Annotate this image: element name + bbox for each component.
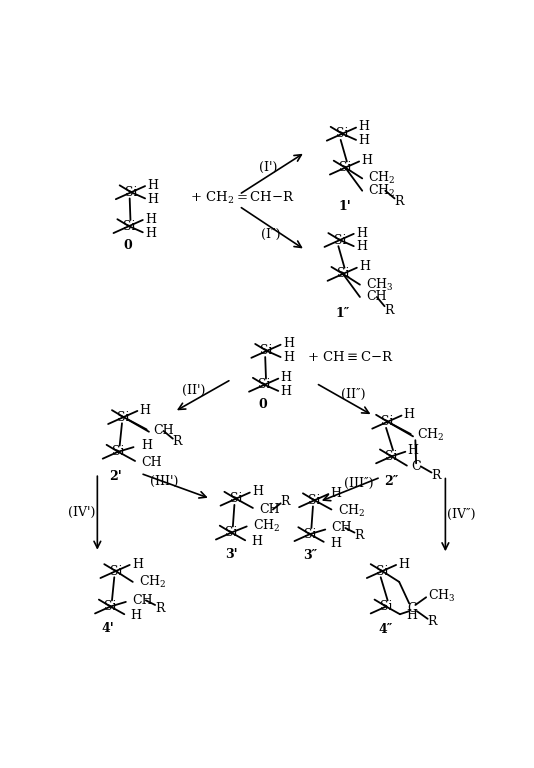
Text: H: H xyxy=(141,439,152,452)
Text: $\mathregular{CH_2}$: $\mathregular{CH_2}$ xyxy=(253,518,280,534)
Text: H: H xyxy=(130,609,142,622)
Text: H: H xyxy=(358,121,370,134)
Text: R: R xyxy=(431,469,441,482)
Text: Si: Si xyxy=(225,526,238,539)
Text: Si: Si xyxy=(112,445,124,458)
Text: Si: Si xyxy=(304,528,316,541)
Text: Si: Si xyxy=(308,494,321,507)
Text: H: H xyxy=(280,372,292,384)
Text: 1': 1' xyxy=(339,200,352,213)
Text: (I″): (I″) xyxy=(261,228,280,241)
Text: H: H xyxy=(252,485,263,498)
Text: CH: CH xyxy=(132,594,153,607)
Text: Si: Si xyxy=(381,415,394,429)
Text: H: H xyxy=(145,213,156,226)
Text: 2″: 2″ xyxy=(384,475,399,488)
Text: H: H xyxy=(356,227,367,240)
Text: 3': 3' xyxy=(225,548,238,561)
Text: R: R xyxy=(280,495,290,508)
Text: CH: CH xyxy=(154,424,174,437)
Text: $\mathregular{+\ CH_2{=}CH{-}R}$: $\mathregular{+\ CH_2{=}CH{-}R}$ xyxy=(190,190,295,207)
Text: (II'): (II') xyxy=(182,384,205,396)
Text: 4″: 4″ xyxy=(379,623,393,636)
Text: 3″: 3″ xyxy=(303,549,317,562)
Text: $\mathregular{CH_3}$: $\mathregular{CH_3}$ xyxy=(428,588,455,604)
Text: H: H xyxy=(283,337,294,350)
Text: (IV″): (IV″) xyxy=(447,508,476,521)
Text: CH: CH xyxy=(141,456,162,469)
Text: (I'): (I') xyxy=(259,161,278,174)
Text: H: H xyxy=(252,535,262,548)
Text: H: H xyxy=(145,227,156,240)
Text: Si: Si xyxy=(337,267,349,280)
Text: Si: Si xyxy=(123,220,135,233)
Text: R: R xyxy=(355,529,364,542)
Text: R: R xyxy=(395,195,404,208)
Text: 4': 4' xyxy=(101,621,114,634)
Text: H: H xyxy=(406,609,417,622)
Text: (IV'): (IV') xyxy=(68,506,96,519)
Text: H: H xyxy=(356,240,367,253)
Text: Si: Si xyxy=(334,233,346,247)
Text: R: R xyxy=(428,615,437,628)
Text: H: H xyxy=(331,487,342,500)
Text: Si: Si xyxy=(109,564,122,578)
Text: $\mathregular{CH_2}$: $\mathregular{CH_2}$ xyxy=(368,183,396,199)
Text: Si: Si xyxy=(125,186,137,199)
Text: CH: CH xyxy=(259,503,280,516)
Text: Si: Si xyxy=(117,411,130,424)
Text: $\mathregular{CH_2}$: $\mathregular{CH_2}$ xyxy=(337,503,365,519)
Text: CH: CH xyxy=(332,521,352,535)
Text: Si: Si xyxy=(261,344,273,357)
Text: H: H xyxy=(147,193,158,206)
Text: 0: 0 xyxy=(258,398,268,411)
Text: Si: Si xyxy=(258,379,271,391)
Text: 2': 2' xyxy=(109,470,121,483)
Text: Si: Si xyxy=(230,492,242,505)
Text: (III″): (III″) xyxy=(344,477,374,490)
Text: CH: CH xyxy=(366,290,387,303)
Text: H: H xyxy=(280,386,292,398)
Text: (II″): (II″) xyxy=(341,388,365,400)
Text: H: H xyxy=(358,134,370,147)
Text: Si: Si xyxy=(380,600,392,613)
Text: H: H xyxy=(359,260,370,273)
Text: Si: Si xyxy=(376,564,389,578)
Text: R: R xyxy=(172,435,182,449)
Text: Si: Si xyxy=(104,600,117,613)
Text: $\mathregular{CH_2}$: $\mathregular{CH_2}$ xyxy=(139,574,166,590)
Text: (III'): (III') xyxy=(150,475,178,488)
Text: H: H xyxy=(147,179,158,192)
Text: H: H xyxy=(398,558,409,571)
Text: Si: Si xyxy=(385,450,398,463)
Text: $\mathregular{CH_2}$: $\mathregular{CH_2}$ xyxy=(368,170,396,187)
Text: H: H xyxy=(283,351,294,364)
Text: C: C xyxy=(411,460,421,473)
Text: H: H xyxy=(330,537,341,550)
Text: $\mathregular{+\ CH{\equiv}C{-}R}$: $\mathregular{+\ CH{\equiv}C{-}R}$ xyxy=(307,350,394,364)
Text: Si: Si xyxy=(336,127,349,141)
Text: R: R xyxy=(384,304,394,317)
Text: 0: 0 xyxy=(123,239,132,252)
Text: H: H xyxy=(404,409,415,422)
Text: $\mathregular{CH_2}$: $\mathregular{CH_2}$ xyxy=(417,427,444,443)
Text: 1″: 1″ xyxy=(336,307,350,320)
Text: H: H xyxy=(139,404,151,417)
Text: C: C xyxy=(407,601,417,614)
Text: Si: Si xyxy=(339,161,351,174)
Text: H: H xyxy=(132,558,143,571)
Text: R: R xyxy=(155,601,164,614)
Text: H: H xyxy=(362,154,372,167)
Text: H: H xyxy=(407,444,419,457)
Text: $\mathregular{CH_3}$: $\mathregular{CH_3}$ xyxy=(366,276,394,293)
